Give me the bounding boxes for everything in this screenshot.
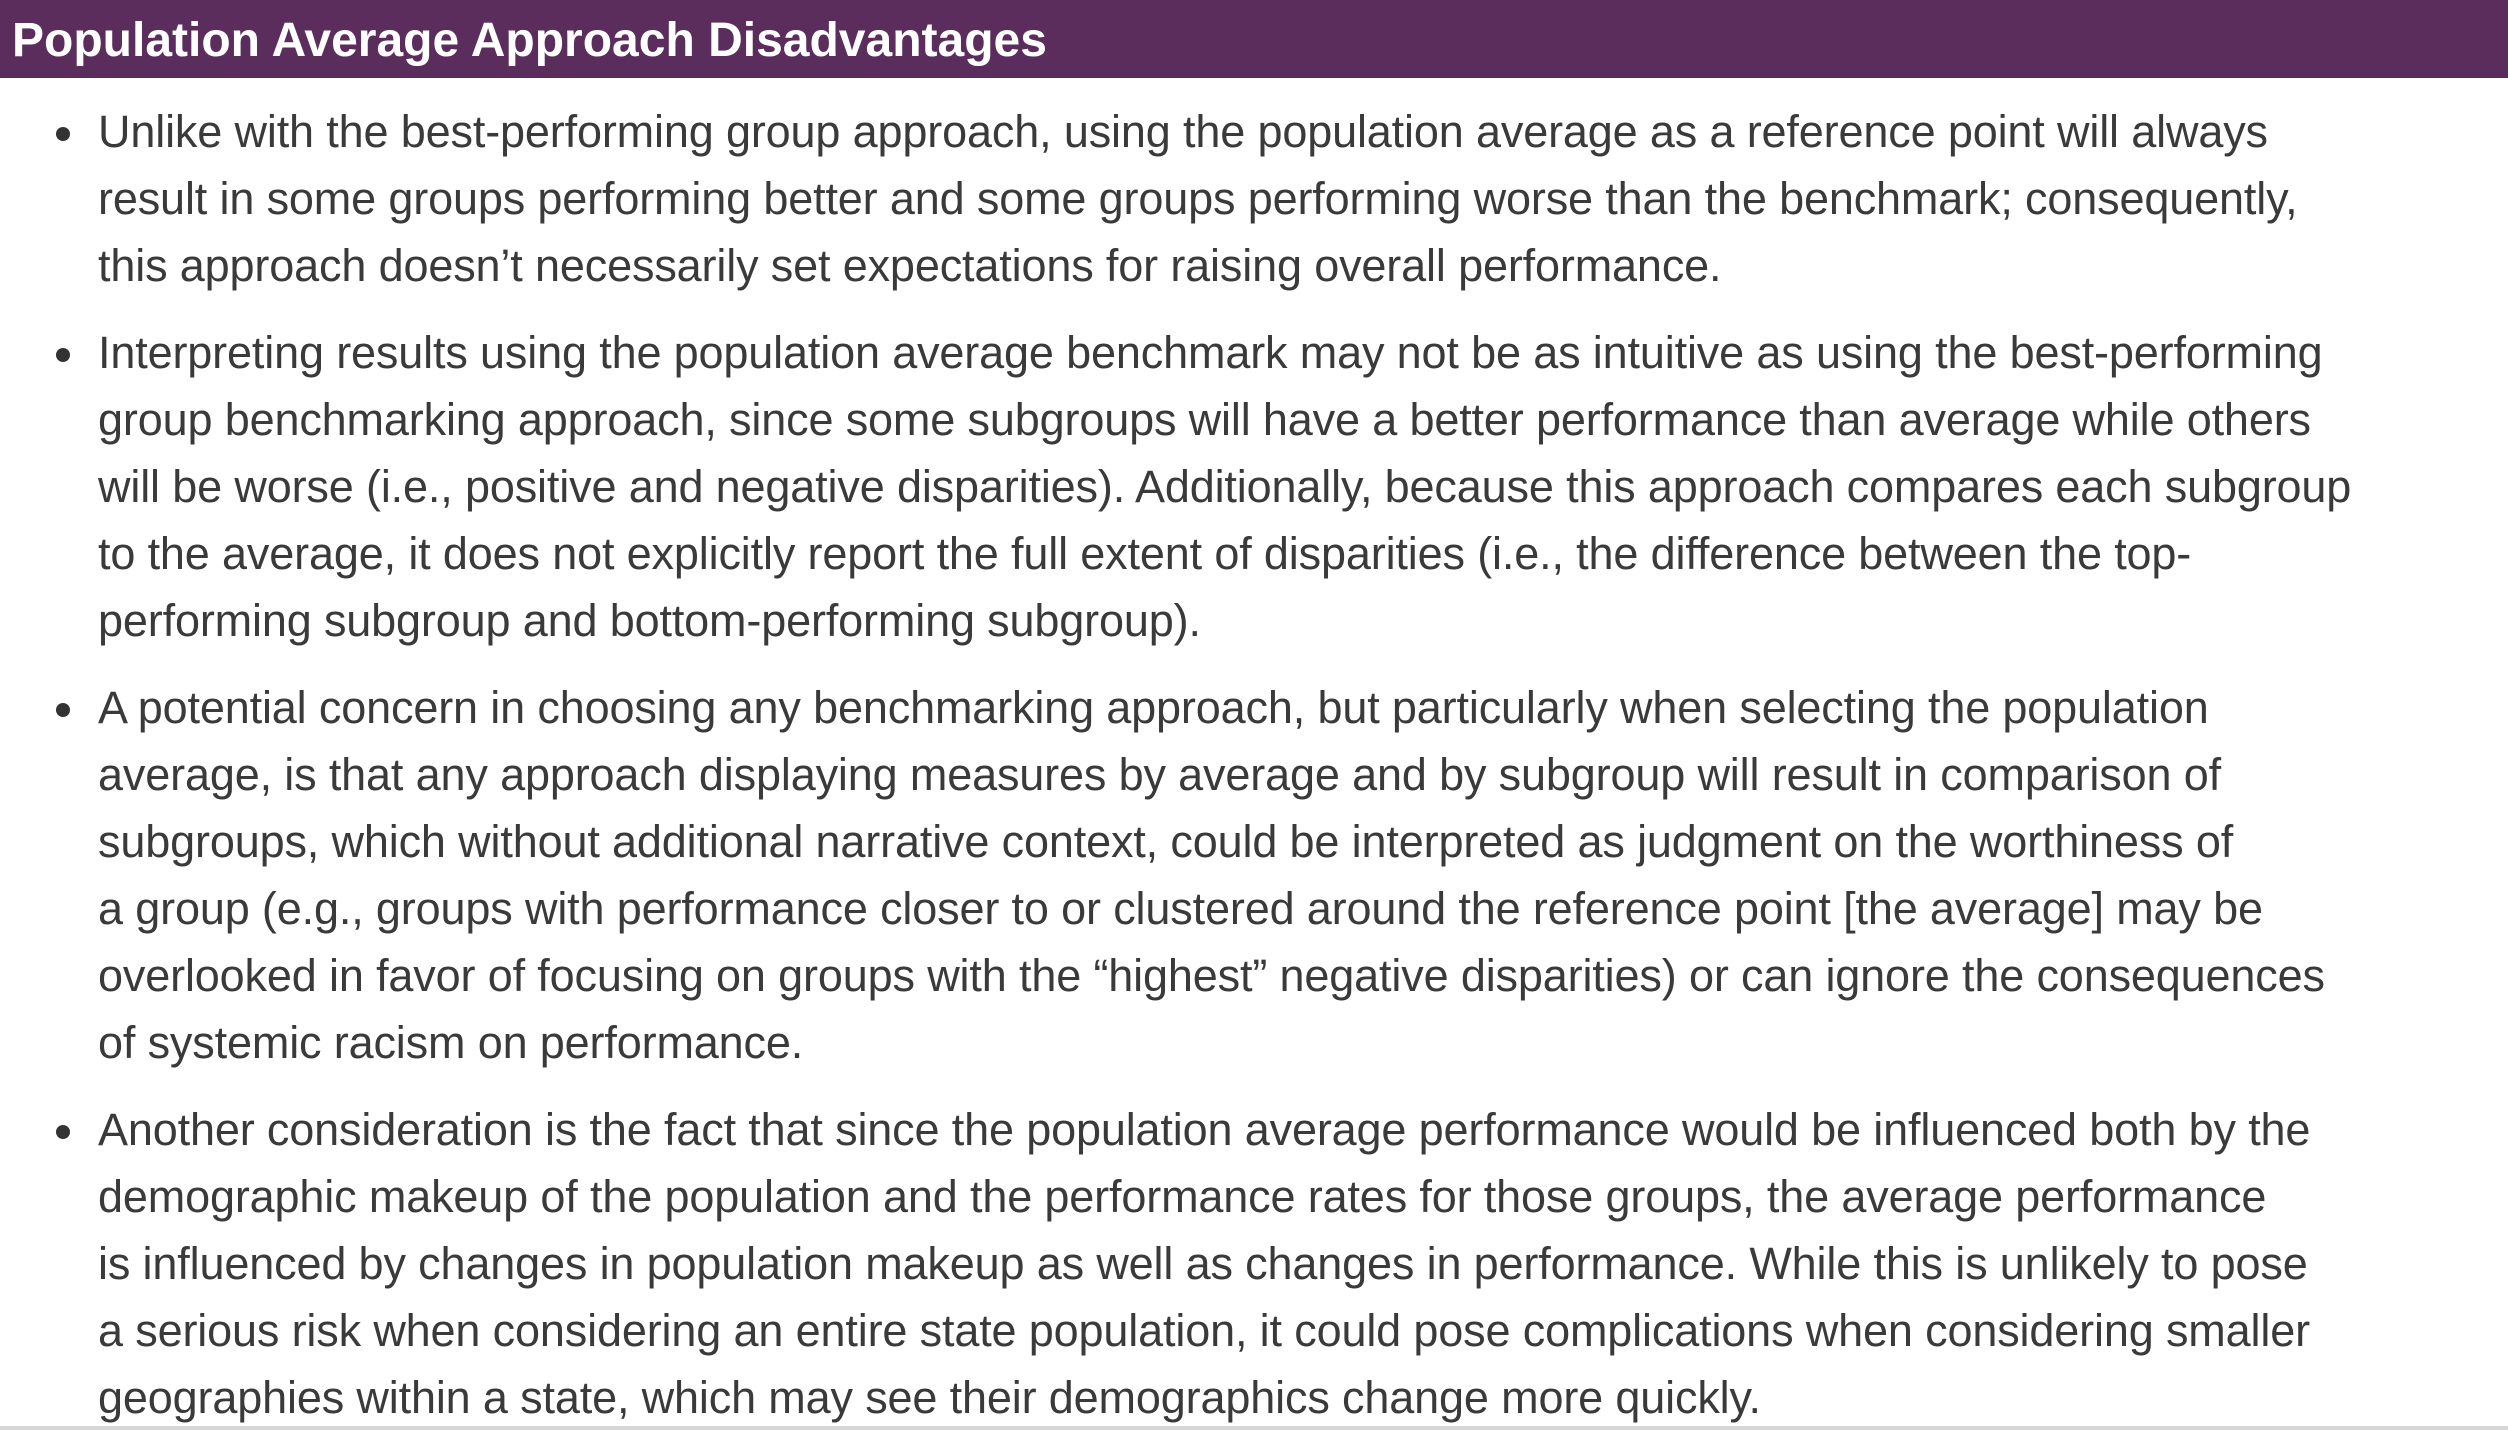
section-header: Population Average Approach Disadvantage… — [0, 0, 2508, 78]
list-item-text: Another consideration is the fact that s… — [98, 1104, 2311, 1423]
list-item-text: Interpreting results using the populatio… — [98, 327, 2352, 646]
bullet-icon — [56, 348, 70, 362]
section-title: Population Average Approach Disadvantage… — [12, 14, 1047, 67]
list-item-text: A potential concern in choosing any benc… — [98, 682, 2325, 1068]
bullet-icon — [56, 127, 70, 141]
list-item: Another consideration is the fact that s… — [0, 1096, 2508, 1431]
bullet-icon — [56, 703, 70, 717]
list-item: A potential concern in choosing any benc… — [0, 674, 2508, 1076]
list-item: Interpreting results using the populatio… — [0, 319, 2508, 654]
list-item-text: Unlike with the best-performing group ap… — [98, 106, 2298, 291]
bottom-divider — [0, 1426, 2508, 1430]
disadvantages-list: Unlike with the best-performing group ap… — [0, 98, 2508, 1431]
list-item: Unlike with the best-performing group ap… — [0, 98, 2508, 299]
bullet-icon — [56, 1125, 70, 1139]
